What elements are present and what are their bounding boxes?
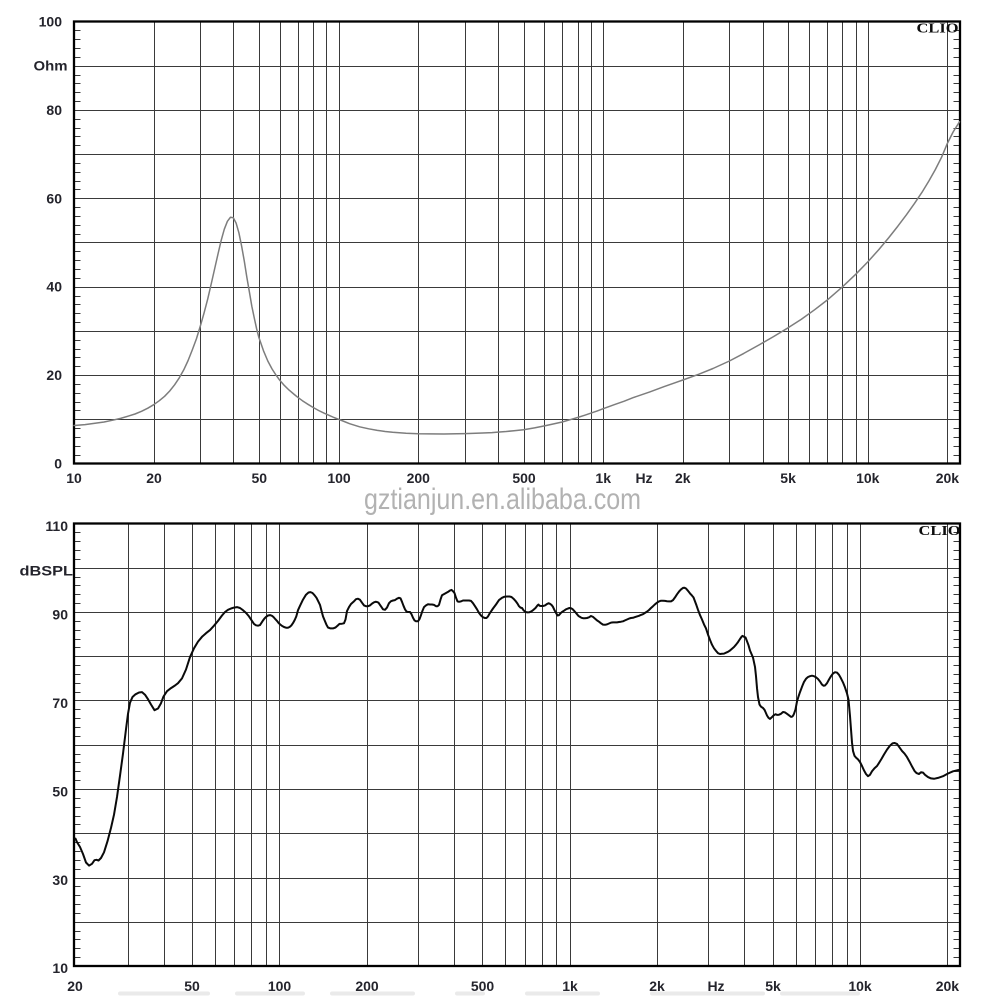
svg-text:40: 40 bbox=[46, 279, 62, 295]
svg-text:50: 50 bbox=[52, 784, 68, 800]
svg-text:500: 500 bbox=[471, 978, 495, 994]
svg-text:200: 200 bbox=[407, 470, 431, 486]
svg-text:2k: 2k bbox=[649, 978, 665, 994]
svg-text:10k: 10k bbox=[848, 978, 872, 994]
svg-text:Hz: Hz bbox=[707, 978, 724, 994]
svg-text:Hz: Hz bbox=[635, 470, 652, 486]
svg-text:0: 0 bbox=[54, 456, 62, 472]
svg-text:20: 20 bbox=[67, 978, 83, 994]
svg-text:90: 90 bbox=[52, 607, 68, 623]
svg-text:5k: 5k bbox=[765, 978, 781, 994]
svg-text:200: 200 bbox=[355, 978, 379, 994]
svg-text:20: 20 bbox=[146, 470, 162, 486]
svg-text:10: 10 bbox=[66, 470, 82, 486]
svg-text:30: 30 bbox=[52, 872, 68, 888]
svg-text:100: 100 bbox=[327, 470, 351, 486]
svg-text:dBSPL: dBSPL bbox=[20, 563, 74, 579]
svg-text:50: 50 bbox=[184, 978, 200, 994]
svg-text:2k: 2k bbox=[675, 470, 691, 486]
svg-text:20: 20 bbox=[46, 367, 62, 383]
svg-text:500: 500 bbox=[512, 470, 536, 486]
svg-text:CLIO: CLIO bbox=[919, 523, 961, 538]
svg-text:70: 70 bbox=[52, 695, 68, 711]
svg-text:60: 60 bbox=[46, 190, 62, 206]
svg-text:20k: 20k bbox=[936, 470, 960, 486]
svg-text:100: 100 bbox=[39, 14, 63, 30]
svg-text:100: 100 bbox=[268, 978, 292, 994]
svg-text:10: 10 bbox=[52, 960, 68, 976]
svg-text:5k: 5k bbox=[780, 470, 796, 486]
svg-text:10k: 10k bbox=[856, 470, 880, 486]
svg-text:gztianjun.en.alibaba.com: gztianjun.en.alibaba.com bbox=[364, 483, 641, 516]
svg-text:1k: 1k bbox=[562, 978, 578, 994]
svg-text:50: 50 bbox=[252, 470, 268, 486]
svg-text:Ohm: Ohm bbox=[34, 58, 68, 74]
svg-text:110: 110 bbox=[45, 518, 68, 534]
svg-text:CLIO: CLIO bbox=[917, 21, 959, 36]
svg-text:1k: 1k bbox=[595, 470, 611, 486]
svg-text:80: 80 bbox=[46, 102, 62, 118]
svg-text:20k: 20k bbox=[936, 978, 960, 994]
